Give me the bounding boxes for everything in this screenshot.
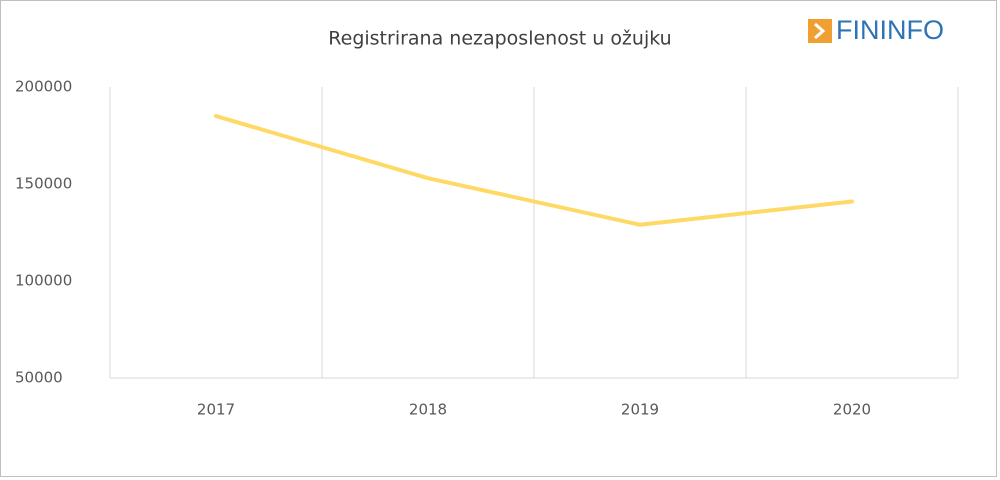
x-tick-label: 2020	[833, 401, 871, 419]
y-tick-label: 50000	[15, 369, 63, 387]
logo-text: FININFO	[836, 15, 944, 45]
chart-title: Registrirana nezaposlenost u ožujku	[328, 28, 671, 50]
x-tick-label: 2019	[621, 401, 659, 419]
y-tick-label: 100000	[15, 272, 72, 290]
y-tick-label: 150000	[15, 175, 72, 193]
logo-icon	[808, 19, 832, 43]
x-tick-label: 2018	[409, 401, 447, 419]
logo: FININFO	[808, 15, 944, 45]
logo-arrow	[814, 22, 826, 40]
data-line	[214, 114, 854, 227]
x-tick-label: 2017	[197, 401, 235, 419]
y-tick-label: 200000	[15, 78, 72, 96]
